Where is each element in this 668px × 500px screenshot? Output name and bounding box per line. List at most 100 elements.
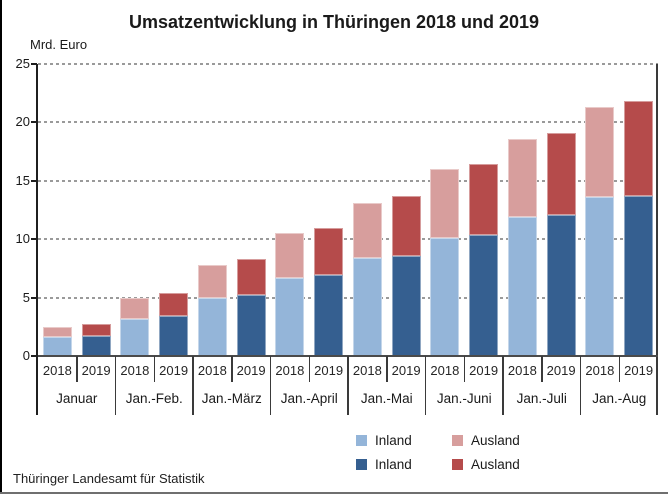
x-year-label: 2019 [159,363,189,378]
bar-segment-inland [197,297,227,356]
bar-segment-inland [430,238,460,356]
y-tick-label: 10 [15,231,30,247]
y-tick-mark [31,238,37,241]
bar-segment-ausland [546,132,576,215]
bar-segment-ausland [236,259,266,296]
x-year-label: 2019 [546,363,576,378]
legend-label: Inland [375,457,412,472]
bar-segment-inland [624,195,654,356]
stacked-bar [275,233,305,356]
stacked-bar [469,164,499,356]
stacked-bar [120,297,150,356]
x-axis-separator [618,356,620,382]
y-tick-mark [31,121,37,124]
gridline [38,238,658,241]
x-year-label: 2018 [120,363,150,378]
bar-segment-ausland [391,196,421,256]
stacked-bar [430,169,460,356]
gridline [38,121,658,124]
stacked-bar [197,264,227,356]
bar-segment-inland [236,295,266,356]
x-axis-labels: 2018 2019 2018 2019 2018 2019 2018 2019 2018 2019… [38,356,658,415]
gridline [38,63,658,65]
bar-segment-inland [81,336,111,356]
bar-segment-ausland [81,324,111,337]
stacked-bar [352,203,382,356]
window-left-border [0,0,2,494]
bar-segment-inland [391,255,421,356]
source-caption: Thüringer Landesamt für Statistik [13,471,205,486]
y-tick-mark [31,355,37,357]
bar-segment-inland [120,318,150,356]
legend-label: Ausland [471,457,520,472]
x-axis-separator [424,356,427,415]
stacked-bar [546,132,576,356]
x-year-label: 2018 [352,363,382,378]
y-axis-labels: 0 5 10 15 20 25 [0,56,32,363]
x-year-label: 2019 [236,363,266,378]
bar-segment-ausland [159,292,189,317]
x-axis-separator [502,356,504,415]
plot-right-border [656,64,658,415]
bar-segment-ausland [197,264,227,298]
bar-segment-inland [314,275,344,356]
legend-swatch [356,459,367,470]
y-tick-mark [31,296,37,299]
x-year-label: 2018 [585,363,615,378]
bar-segment-ausland [507,138,537,218]
y-tick-label: 25 [15,56,30,71]
legend: Inland Ausland Inland Ausland [356,433,520,472]
legend-item: Inland [356,457,452,472]
x-group-label: Jan.-Feb. [125,391,183,406]
y-tick-mark [31,179,37,182]
bar-segment-ausland [585,107,615,198]
x-axis-separator [308,356,310,382]
y-axis-unit-label: Mrd. Euro [30,37,88,52]
stacked-bar [391,196,421,356]
x-year-label: 2019 [624,363,654,378]
x-year-label: 2018 [507,363,537,378]
x-year-label: 2019 [391,363,421,378]
bar-segment-ausland [469,164,499,235]
stacked-bar [159,292,189,356]
legend-swatch [356,435,367,446]
x-year-label: 2018 [275,363,305,378]
y-tick-label: 0 [22,348,30,363]
bar-segment-inland [275,277,305,356]
y-axis-tick-marks [31,63,37,357]
y-tick-mark [31,63,37,65]
stacked-bar [42,326,72,356]
bar-segment-inland [507,217,537,356]
legend-label: Ausland [471,433,520,448]
y-tick-label: 20 [15,114,30,130]
bar-segment-ausland [42,326,72,338]
stacked-bar [585,107,615,356]
bar-segment-inland [546,214,576,356]
bar-segment-ausland [624,101,654,196]
bar-segment-ausland [120,297,150,319]
x-group-label: Jan.-Mai [360,391,413,406]
x-group-label: Jan.-April [280,391,338,406]
x-group-label: Jan.-Juli [516,391,567,406]
x-axis-separator [579,356,582,415]
x-axis-separator [386,356,388,382]
stacked-bar [624,101,654,356]
bar-segment-ausland [430,169,460,239]
x-axis-separator [541,356,543,382]
x-group-label: Jan.-März [201,391,262,406]
bar-segment-inland [352,257,382,356]
x-year-label: 2018 [430,363,460,378]
x-axis-separator [192,356,194,415]
legend-swatch [452,435,463,446]
gridline [38,179,658,182]
bar-segment-ausland [352,203,382,258]
x-year-label: 2018 [42,363,72,378]
bar-segment-inland [159,316,189,356]
plot-area [38,63,658,356]
legend-label: Inland [375,433,412,448]
x-axis-separator [76,356,78,382]
x-year-label: 2019 [314,363,344,378]
x-year-label: 2019 [469,363,499,378]
y-tick-label: 15 [15,172,30,188]
